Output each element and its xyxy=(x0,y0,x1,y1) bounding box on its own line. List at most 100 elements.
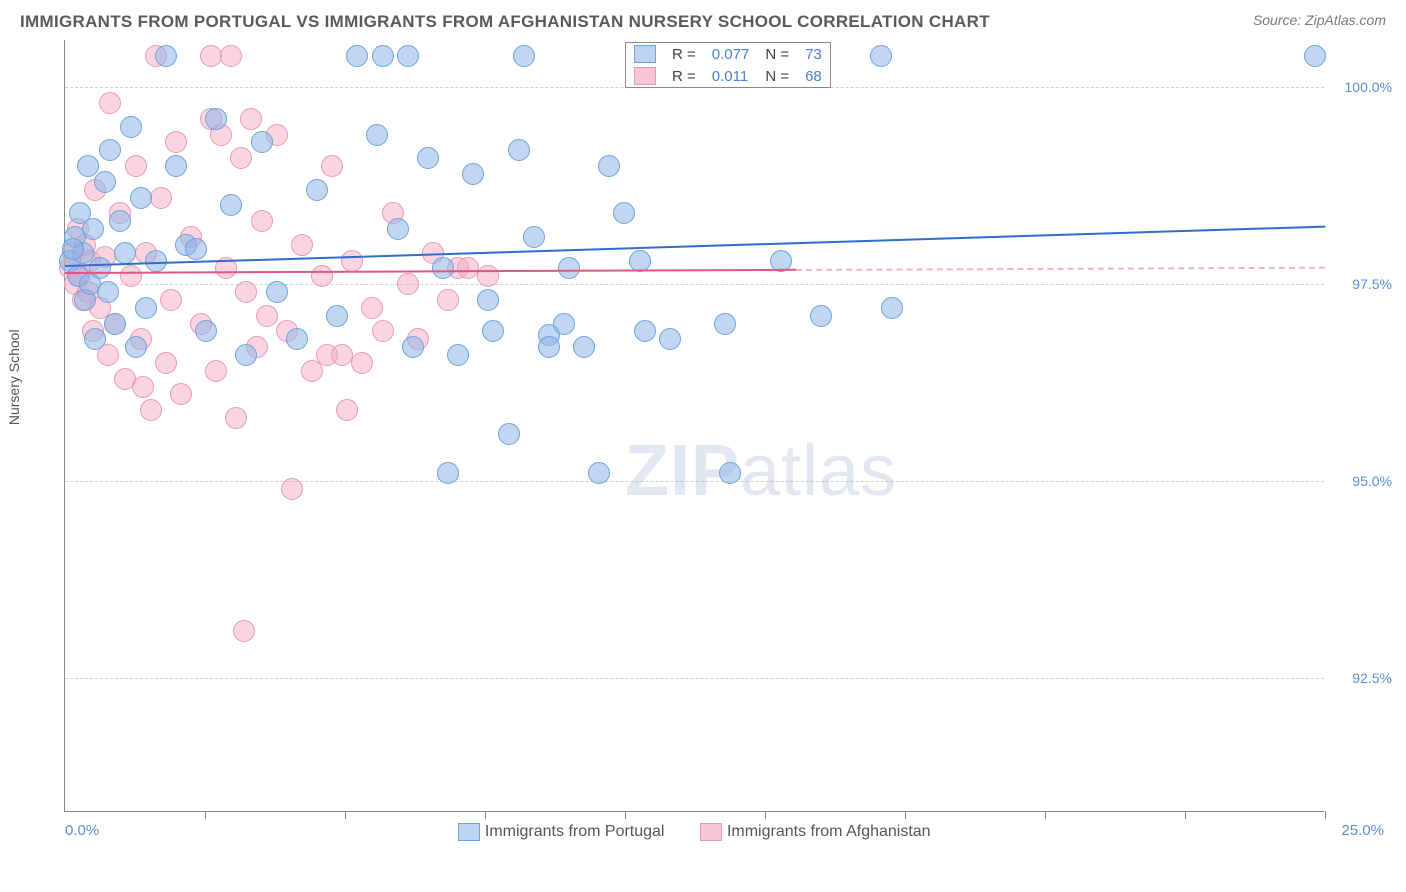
legend-stats: R =0.077N =73R =0.011N =68 xyxy=(625,42,831,88)
data-point xyxy=(372,320,394,342)
data-point xyxy=(311,265,333,287)
legend-n-value: 73 xyxy=(797,43,830,65)
data-point xyxy=(397,45,419,67)
data-point xyxy=(326,305,348,327)
data-point xyxy=(205,108,227,130)
data-point xyxy=(109,210,131,232)
data-point xyxy=(573,336,595,358)
data-point xyxy=(336,399,358,421)
data-point xyxy=(437,462,459,484)
y-axis-label: Nursery School xyxy=(6,329,22,425)
data-point xyxy=(104,313,126,335)
data-point xyxy=(719,462,741,484)
data-point xyxy=(397,273,419,295)
data-point xyxy=(513,45,535,67)
data-point xyxy=(498,423,520,445)
data-point xyxy=(462,163,484,185)
x-tick xyxy=(625,811,626,819)
y-tick-label: 100.0% xyxy=(1332,79,1392,95)
data-point xyxy=(634,320,656,342)
data-point xyxy=(94,171,116,193)
data-point xyxy=(331,344,353,366)
data-point xyxy=(558,257,580,279)
data-point xyxy=(810,305,832,327)
data-point xyxy=(230,147,252,169)
data-point xyxy=(132,376,154,398)
data-point xyxy=(200,45,222,67)
legend-item: Immigrants from Afghanistan xyxy=(700,823,930,840)
legend-n-label: N = xyxy=(757,43,797,65)
data-point xyxy=(114,242,136,264)
x-tick xyxy=(1325,811,1326,819)
data-point xyxy=(321,155,343,177)
legend-item: Immigrants from Portugal xyxy=(458,823,664,840)
legend-r-label: R = xyxy=(664,43,704,65)
data-point xyxy=(135,297,157,319)
data-point xyxy=(235,281,257,303)
y-tick-label: 97.5% xyxy=(1332,276,1392,292)
x-tick xyxy=(765,811,766,819)
data-point xyxy=(341,250,363,272)
data-point xyxy=(256,305,278,327)
data-point xyxy=(366,124,388,146)
legend-n-label: N = xyxy=(757,65,797,87)
x-tick xyxy=(1185,811,1186,819)
data-point xyxy=(220,194,242,216)
data-point xyxy=(62,238,84,260)
gridline xyxy=(65,678,1324,679)
gridline xyxy=(65,481,1324,482)
legend-r-value: 0.011 xyxy=(704,65,758,87)
data-point xyxy=(291,234,313,256)
data-point xyxy=(99,139,121,161)
data-point xyxy=(659,328,681,350)
source-name: ZipAtlas.com xyxy=(1305,12,1386,28)
data-point xyxy=(447,344,469,366)
data-point xyxy=(457,257,479,279)
data-point xyxy=(613,202,635,224)
data-point xyxy=(233,620,255,642)
data-point xyxy=(714,313,736,335)
data-point xyxy=(155,45,177,67)
data-point xyxy=(165,155,187,177)
data-point xyxy=(185,238,207,260)
data-point xyxy=(84,328,106,350)
legend-label: Immigrants from Portugal xyxy=(485,823,665,840)
legend-swatch xyxy=(700,823,722,841)
y-tick-label: 95.0% xyxy=(1332,473,1392,489)
data-point xyxy=(97,281,119,303)
data-point xyxy=(361,297,383,319)
data-point xyxy=(170,383,192,405)
data-point xyxy=(77,155,99,177)
data-point xyxy=(235,344,257,366)
data-point xyxy=(125,336,147,358)
data-point xyxy=(437,289,459,311)
data-point xyxy=(387,218,409,240)
chart-container: Nursery School 92.5%95.0%97.5%100.0%0.0%… xyxy=(20,40,1386,852)
data-point xyxy=(588,462,610,484)
header: IMMIGRANTS FROM PORTUGAL VS IMMIGRANTS F… xyxy=(0,0,1406,40)
data-point xyxy=(508,139,530,161)
legend-swatch xyxy=(634,45,656,63)
data-point xyxy=(351,352,373,374)
watermark: ZIPatlas xyxy=(625,430,897,512)
plot-area: 92.5%95.0%97.5%100.0%0.0%25.0%ZIPatlasR … xyxy=(64,40,1324,812)
data-point xyxy=(372,45,394,67)
data-point xyxy=(240,108,262,130)
data-point xyxy=(1304,45,1326,67)
data-point xyxy=(306,179,328,201)
x-tick xyxy=(205,811,206,819)
data-point xyxy=(160,289,182,311)
chart-title: IMMIGRANTS FROM PORTUGAL VS IMMIGRANTS F… xyxy=(20,12,990,32)
source-attribution: Source: ZipAtlas.com xyxy=(1253,12,1386,28)
data-point xyxy=(629,250,651,272)
data-point xyxy=(881,297,903,319)
legend-r-label: R = xyxy=(664,65,704,87)
x-max-label: 25.0% xyxy=(1341,822,1384,839)
data-point xyxy=(82,218,104,240)
data-point xyxy=(286,328,308,350)
data-point xyxy=(553,313,575,335)
data-point xyxy=(205,360,227,382)
legend-swatch xyxy=(458,823,480,841)
data-point xyxy=(598,155,620,177)
data-point xyxy=(346,45,368,67)
